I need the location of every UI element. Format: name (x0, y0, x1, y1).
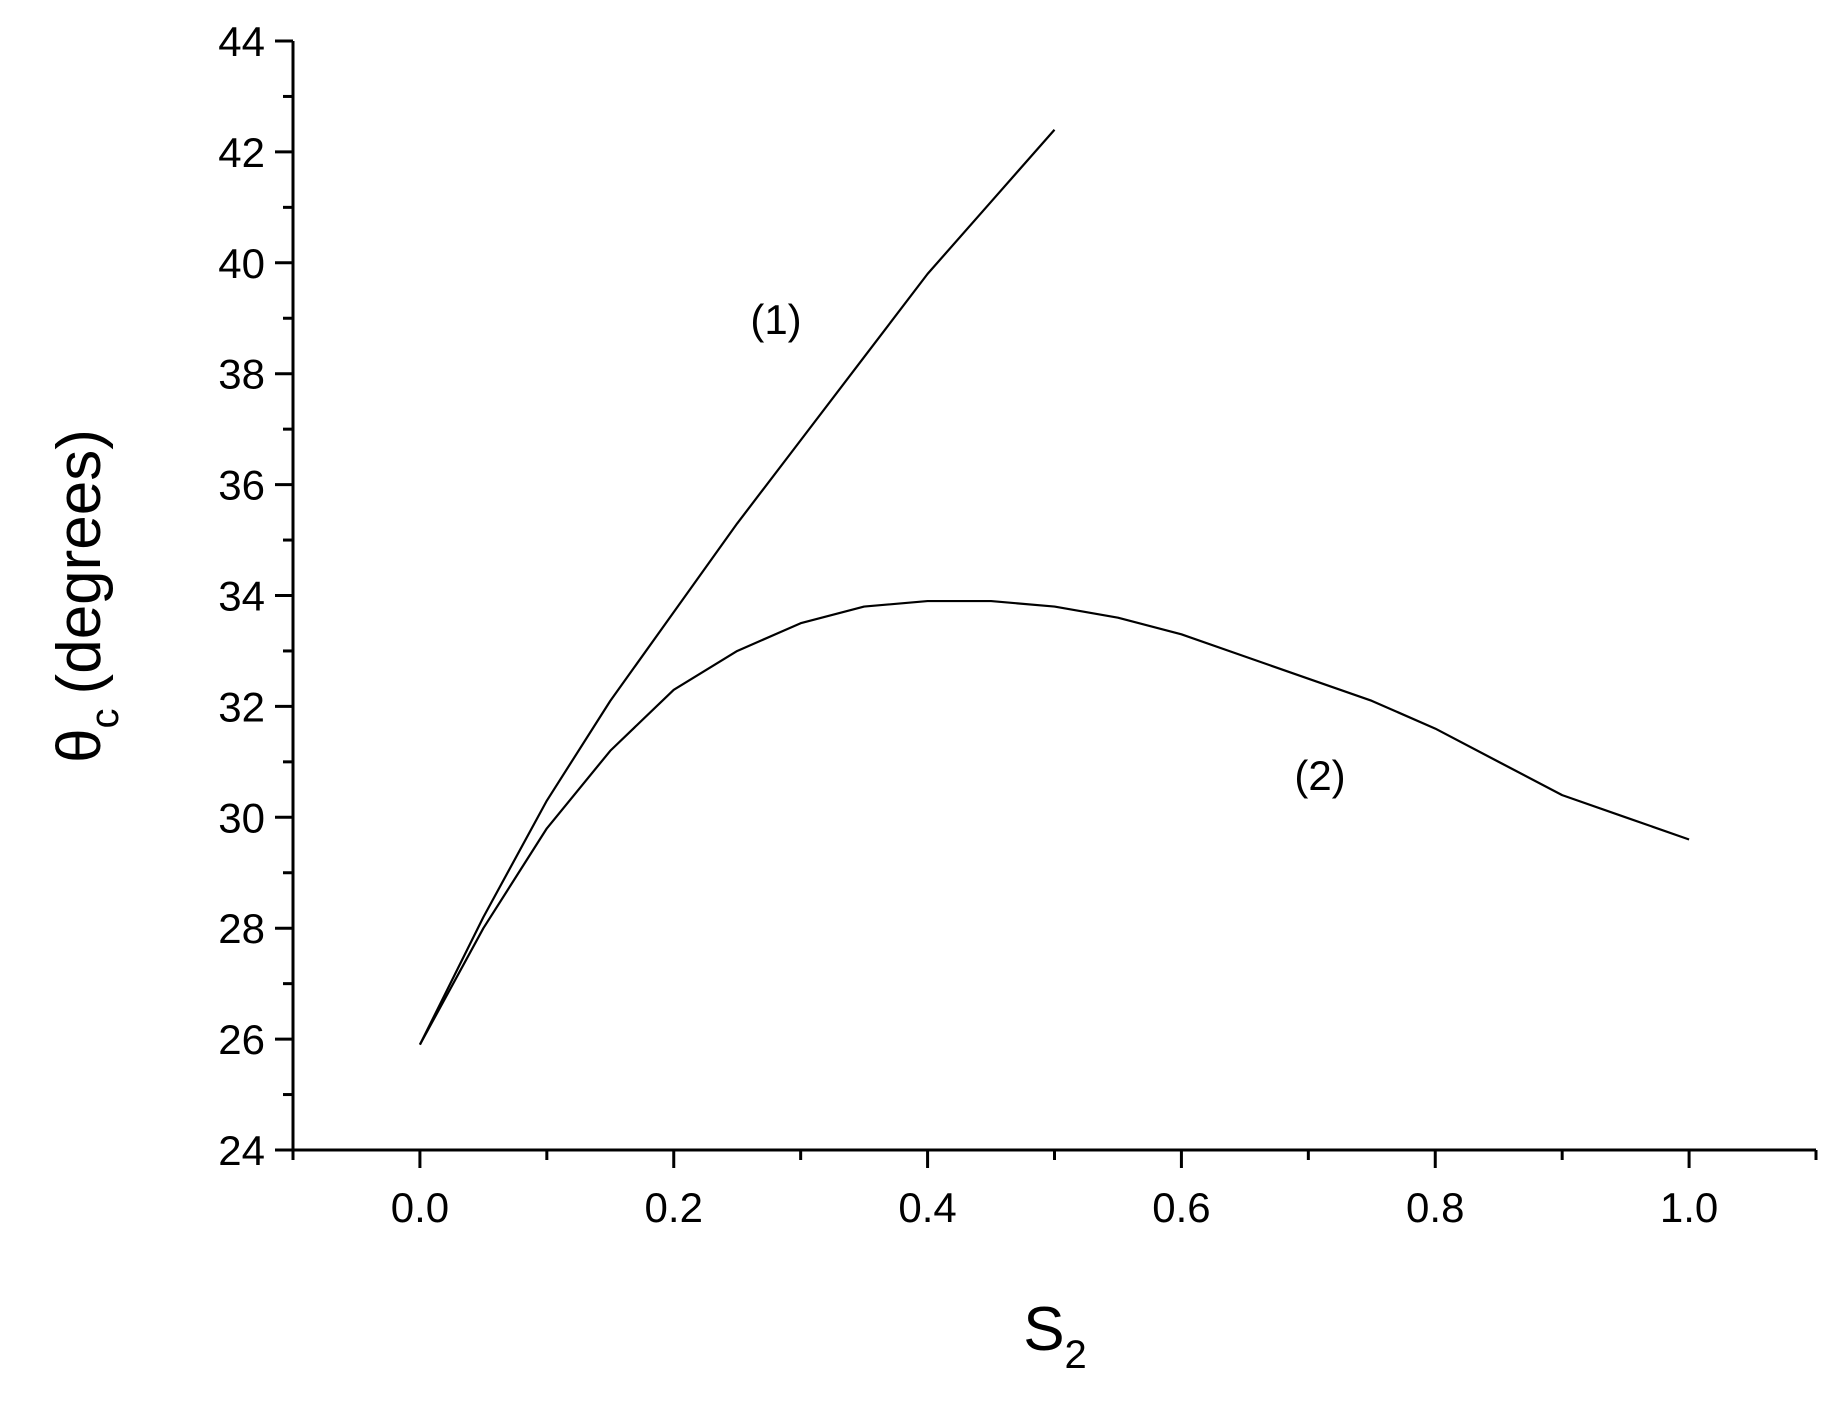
x-axis-label: S2 (1023, 1295, 1087, 1377)
y-tick-label: 44 (218, 18, 265, 65)
x-tick-label: 0.4 (898, 1184, 956, 1231)
data-line (418, 128, 1056, 1046)
y-tick-label: 40 (218, 240, 265, 287)
y-tick-label: 28 (218, 905, 265, 952)
y-label-unit: (degrees) (45, 429, 114, 694)
y-tick-label: 38 (218, 351, 265, 398)
y-axis-label: θc (degrees) (45, 429, 127, 763)
curve-annotation: (2) (1294, 752, 1345, 799)
x-tick-label: 0.6 (1152, 1184, 1210, 1231)
x-label-subscript: 2 (1065, 1333, 1087, 1377)
x-tick-label: 0.8 (1406, 1184, 1464, 1231)
y-label-subscript: c (83, 708, 127, 728)
y-tick-label: 36 (218, 462, 265, 509)
y-tick-label: 42 (218, 129, 265, 176)
x-label-symbol: S (1023, 1295, 1064, 1364)
y-tick-label: 32 (218, 683, 265, 730)
curve-annotation: (1) (750, 296, 801, 343)
y-tick-label: 34 (218, 573, 265, 620)
y-tick-label: 24 (218, 1127, 265, 1174)
y-tick-label: 26 (218, 1016, 265, 1063)
y-label-symbol: θ (45, 728, 114, 762)
x-tick-label: 0.2 (645, 1184, 703, 1231)
data-line (418, 599, 1690, 1046)
x-tick-label: 0.0 (391, 1184, 449, 1231)
y-tick-label: 30 (218, 794, 265, 841)
x-tick-label: 1.0 (1660, 1184, 1718, 1231)
